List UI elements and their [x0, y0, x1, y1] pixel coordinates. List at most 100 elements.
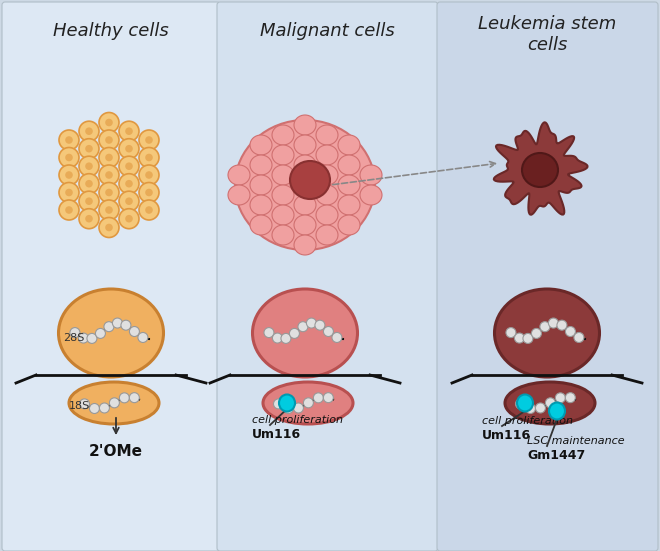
- Circle shape: [59, 200, 79, 220]
- Circle shape: [139, 165, 159, 185]
- Circle shape: [87, 333, 97, 343]
- Ellipse shape: [250, 175, 272, 195]
- Circle shape: [65, 171, 73, 179]
- Circle shape: [112, 318, 122, 328]
- Circle shape: [59, 182, 79, 203]
- Ellipse shape: [263, 382, 353, 424]
- Circle shape: [557, 320, 567, 330]
- Circle shape: [121, 320, 131, 330]
- Ellipse shape: [360, 165, 382, 185]
- Text: 2'OMe: 2'OMe: [89, 444, 143, 459]
- Circle shape: [145, 171, 153, 179]
- Circle shape: [555, 393, 566, 403]
- Circle shape: [119, 156, 139, 176]
- Ellipse shape: [338, 215, 360, 235]
- Text: Malignant cells: Malignant cells: [259, 22, 395, 40]
- Ellipse shape: [59, 289, 164, 377]
- Circle shape: [79, 333, 88, 343]
- Circle shape: [99, 148, 119, 168]
- Circle shape: [85, 197, 93, 205]
- Ellipse shape: [272, 145, 294, 165]
- Ellipse shape: [494, 289, 599, 377]
- FancyBboxPatch shape: [2, 2, 220, 551]
- Circle shape: [99, 112, 119, 132]
- Ellipse shape: [235, 120, 375, 250]
- Ellipse shape: [316, 225, 338, 245]
- Ellipse shape: [250, 155, 272, 175]
- Circle shape: [85, 215, 93, 223]
- Circle shape: [70, 328, 80, 338]
- Text: Healthy cells: Healthy cells: [53, 22, 169, 40]
- Circle shape: [99, 200, 119, 220]
- Circle shape: [79, 121, 99, 141]
- Circle shape: [79, 399, 90, 409]
- Circle shape: [59, 165, 79, 185]
- Circle shape: [85, 180, 93, 187]
- Ellipse shape: [505, 382, 595, 424]
- Ellipse shape: [228, 185, 250, 205]
- Ellipse shape: [316, 145, 338, 165]
- Circle shape: [79, 191, 99, 211]
- Circle shape: [548, 318, 558, 328]
- Text: Leukemia stem
cells: Leukemia stem cells: [478, 15, 616, 54]
- Ellipse shape: [316, 185, 338, 205]
- Circle shape: [79, 209, 99, 229]
- FancyBboxPatch shape: [217, 2, 438, 551]
- Circle shape: [119, 209, 139, 229]
- Ellipse shape: [253, 289, 358, 377]
- Ellipse shape: [250, 215, 272, 235]
- Circle shape: [535, 403, 545, 413]
- Circle shape: [79, 139, 99, 159]
- Circle shape: [145, 206, 153, 214]
- Circle shape: [514, 333, 525, 343]
- Ellipse shape: [279, 395, 295, 412]
- Ellipse shape: [316, 125, 338, 145]
- Circle shape: [119, 139, 139, 159]
- Circle shape: [314, 393, 323, 403]
- Circle shape: [145, 136, 153, 144]
- Circle shape: [85, 145, 93, 153]
- Ellipse shape: [338, 135, 360, 155]
- Text: cell proliferation: cell proliferation: [252, 415, 343, 425]
- Circle shape: [145, 154, 153, 161]
- Ellipse shape: [316, 205, 338, 225]
- Circle shape: [290, 328, 300, 338]
- Circle shape: [105, 136, 113, 144]
- Circle shape: [138, 332, 148, 343]
- Circle shape: [65, 206, 73, 214]
- Circle shape: [100, 403, 110, 413]
- Circle shape: [105, 118, 113, 126]
- Circle shape: [566, 327, 576, 337]
- Circle shape: [525, 403, 535, 413]
- Polygon shape: [494, 122, 587, 215]
- Circle shape: [129, 327, 139, 337]
- Circle shape: [105, 171, 113, 179]
- Circle shape: [125, 197, 133, 205]
- Ellipse shape: [228, 165, 250, 185]
- Circle shape: [323, 393, 333, 403]
- Circle shape: [129, 393, 139, 403]
- Circle shape: [315, 320, 325, 330]
- Ellipse shape: [294, 155, 316, 175]
- Circle shape: [119, 121, 139, 141]
- Ellipse shape: [272, 185, 294, 205]
- Circle shape: [566, 393, 576, 403]
- Circle shape: [119, 174, 139, 194]
- Ellipse shape: [294, 235, 316, 255]
- Circle shape: [119, 191, 139, 211]
- Circle shape: [523, 333, 533, 343]
- Circle shape: [104, 322, 114, 332]
- Ellipse shape: [294, 135, 316, 155]
- Ellipse shape: [69, 382, 159, 424]
- Circle shape: [99, 182, 119, 203]
- Circle shape: [85, 127, 93, 135]
- Circle shape: [323, 327, 333, 337]
- Circle shape: [90, 403, 100, 413]
- Circle shape: [65, 188, 73, 196]
- Ellipse shape: [294, 195, 316, 215]
- Text: Um116: Um116: [482, 429, 531, 442]
- Ellipse shape: [522, 153, 558, 187]
- Circle shape: [59, 130, 79, 150]
- Text: cell proliferation: cell proliferation: [482, 416, 573, 426]
- Circle shape: [145, 188, 153, 196]
